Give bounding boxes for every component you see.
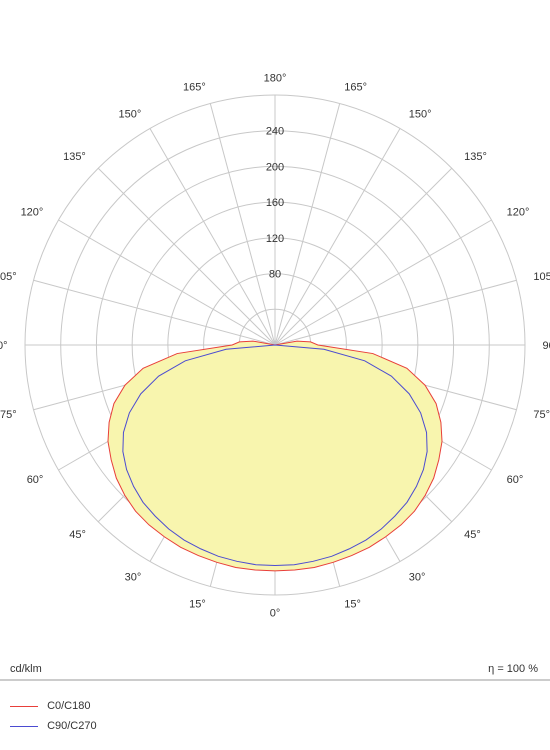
svg-text:150°: 150°	[409, 108, 432, 120]
polar-plot-svg: 80 120 160 200 240 0° 15° 30° 45° 60° 75° 90° 105° 12…	[0, 0, 550, 690]
legend-label-c90: C90/C270	[47, 720, 97, 732]
svg-text:30°: 30°	[125, 572, 142, 584]
svg-text:135°: 135°	[63, 151, 86, 163]
svg-text:180°: 180°	[264, 73, 287, 85]
legend-item-c90: C90/C270	[10, 720, 97, 732]
photometric-polar-chart: 80 120 160 200 240 0° 15° 30° 45° 60° 75° 90° 105° 12…	[0, 0, 550, 750]
efficiency-label: η = 100 %	[488, 663, 538, 675]
axis-unit-label: cd/klm	[10, 663, 42, 675]
svg-text:0°: 0°	[270, 608, 281, 620]
svg-text:60°: 60°	[507, 474, 524, 486]
svg-text:120: 120	[266, 233, 284, 245]
svg-text:90°: 90°	[0, 340, 8, 352]
svg-text:120°: 120°	[21, 206, 44, 218]
svg-text:60°: 60°	[27, 474, 44, 486]
legend-label-c0: C0/C180	[47, 700, 90, 712]
svg-text:165°: 165°	[183, 82, 206, 94]
svg-text:160: 160	[266, 197, 284, 209]
svg-text:45°: 45°	[69, 529, 86, 541]
svg-text:30°: 30°	[409, 572, 426, 584]
svg-text:90°: 90°	[543, 340, 550, 352]
svg-text:15°: 15°	[344, 598, 361, 610]
svg-text:15°: 15°	[189, 598, 206, 610]
svg-text:75°: 75°	[0, 409, 17, 421]
legend-swatch-c0	[10, 706, 38, 707]
svg-text:45°: 45°	[464, 529, 481, 541]
svg-text:200: 200	[266, 161, 284, 173]
legend-swatch-c90	[10, 726, 38, 727]
svg-text:105°: 105°	[533, 271, 550, 283]
svg-text:165°: 165°	[344, 82, 367, 94]
svg-text:80: 80	[269, 269, 281, 281]
svg-text:105°: 105°	[0, 271, 17, 283]
svg-text:150°: 150°	[118, 108, 141, 120]
svg-text:120°: 120°	[507, 206, 530, 218]
svg-text:240: 240	[266, 126, 284, 138]
svg-text:75°: 75°	[533, 409, 550, 421]
legend-item-c0: C0/C180	[10, 700, 90, 712]
svg-text:135°: 135°	[464, 151, 487, 163]
